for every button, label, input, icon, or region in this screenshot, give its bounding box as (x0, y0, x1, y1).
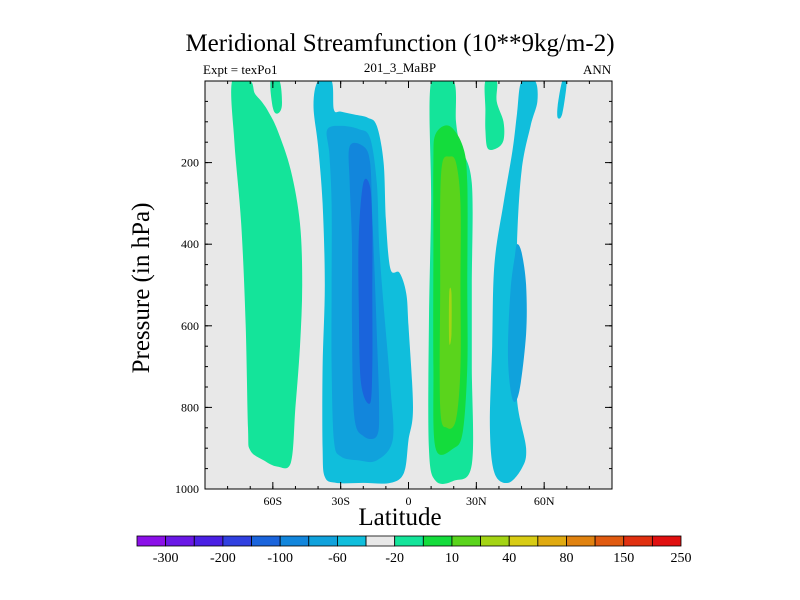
colorbar-label: -20 (385, 551, 404, 566)
colorbar-swatch (222, 535, 252, 547)
colorbar-swatch (193, 535, 224, 547)
colorbar-swatch (394, 535, 424, 547)
colorbar-label: -300 (153, 551, 179, 566)
colorbar-swatch (251, 535, 281, 547)
colorbar-swatch (279, 535, 310, 547)
x-tick-label: 30N (466, 494, 487, 508)
colorbar-swatch (594, 535, 625, 547)
contour-fields (231, 81, 567, 484)
contour-n-outer-inner (507, 244, 527, 402)
colorbar-swatch (365, 535, 396, 547)
colorbar-label: 10 (445, 551, 459, 566)
x-tick-label: 60N (534, 494, 555, 508)
y-tick-label: 400 (181, 237, 199, 251)
contour-n-high-lat-patch (557, 81, 567, 119)
chart-title: Meridional Streamfunction (10**9kg/m-2) (185, 30, 615, 57)
colorbar-swatch (451, 535, 481, 547)
contour-n-upper-green-patch (484, 81, 505, 151)
contour-s-upper-small-patch (270, 81, 282, 114)
axes: 60S 30S 0 30N 60N 200 400 600 800 1000 (175, 80, 613, 508)
contour-s-cell-core (358, 178, 373, 404)
colorbar-label: 40 (502, 551, 516, 566)
colorbar-label: 250 (671, 551, 692, 566)
case-label: 201_3_MaBP (363, 60, 437, 75)
colorbar-label: -100 (267, 551, 293, 566)
x-tick-label: 0 (406, 494, 412, 508)
colorbar-swatch (337, 535, 367, 547)
colorbar-swatch (165, 535, 195, 547)
colorbar-swatch (508, 535, 539, 547)
y-tick-label: 600 (181, 319, 199, 333)
y-tick-label: 200 (181, 156, 199, 170)
colorbar-swatch (651, 535, 682, 547)
colorbar-swatch (537, 535, 567, 547)
season-label: ANN (583, 62, 612, 77)
colorbar-swatch (136, 535, 167, 547)
colorbar-swatch (623, 535, 653, 547)
x-tick-label: 60S (263, 494, 282, 508)
colorbar-label: -200 (210, 551, 236, 566)
colorbar-label: -60 (328, 551, 347, 566)
y-tick-label: 800 (181, 400, 199, 414)
contour-s-hemisphere-outer-cell (231, 81, 303, 469)
experiment-label: Expt = texPo1 (203, 62, 278, 77)
colorbar-swatch (480, 535, 510, 547)
y-tick-label: 1000 (175, 482, 199, 496)
colorbar-swatch (308, 535, 338, 547)
contour-n-cell-core (448, 287, 452, 345)
colorbar-swatch (422, 535, 453, 547)
x-tick-label: 30S (331, 494, 350, 508)
colorbar-swatch (566, 535, 596, 547)
colorbar: -300 -200 -100 -60 -20 10 40 80 150 250 (136, 535, 692, 566)
colorbar-label: 80 (559, 551, 573, 566)
x-axis-label: Latitude (358, 504, 442, 531)
colorbar-label: 150 (613, 551, 634, 566)
